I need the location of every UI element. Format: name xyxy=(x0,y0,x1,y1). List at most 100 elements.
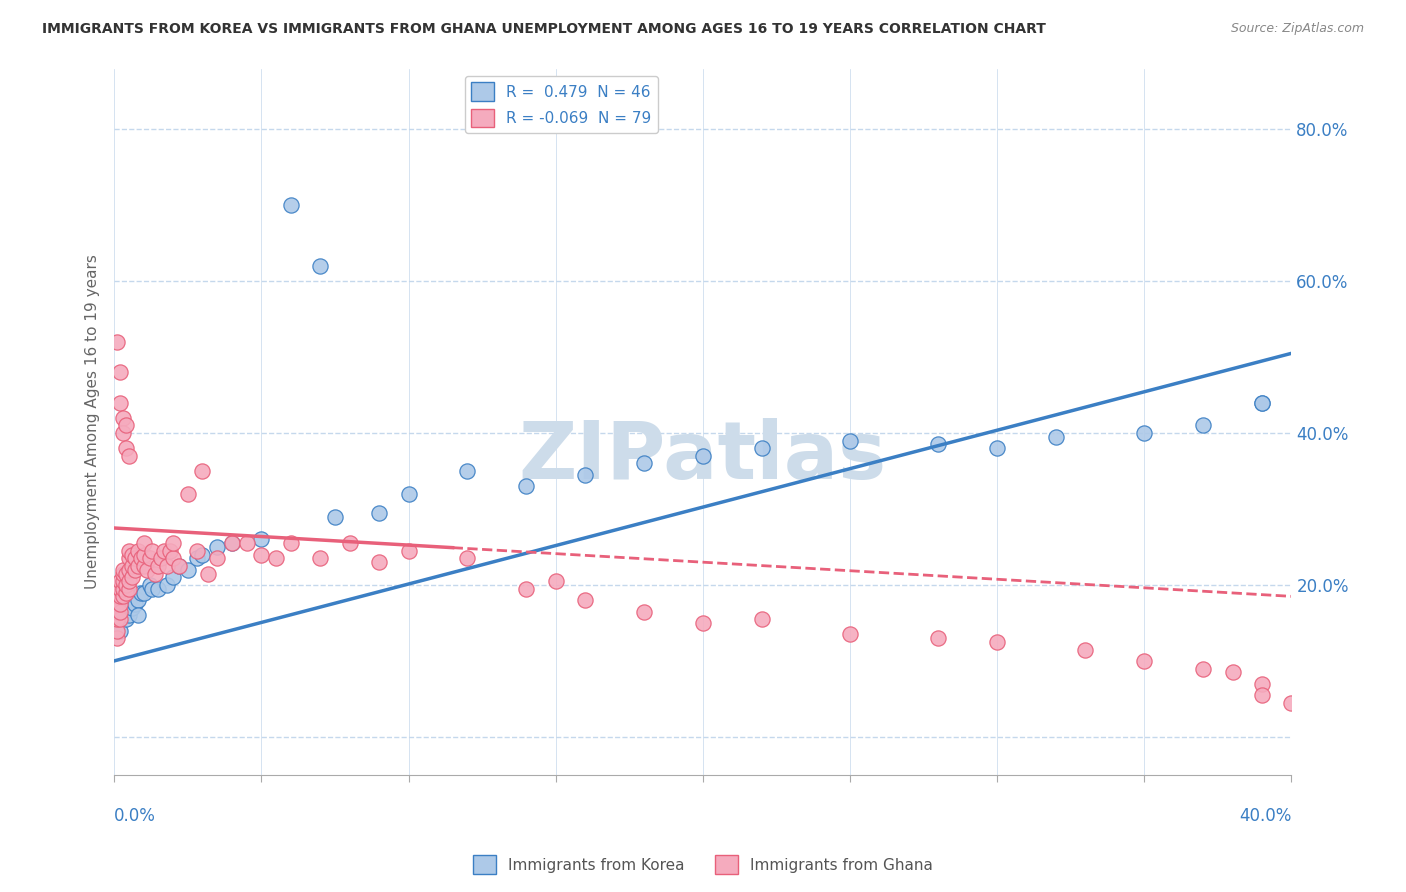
Point xyxy=(118,543,141,558)
Point xyxy=(150,551,173,566)
Point xyxy=(692,615,714,630)
Point xyxy=(186,543,208,558)
Legend: R =  0.479  N = 46, R = -0.069  N = 79: R = 0.479 N = 46, R = -0.069 N = 79 xyxy=(465,76,658,133)
Point xyxy=(309,551,332,566)
Point xyxy=(127,543,149,558)
Point xyxy=(115,578,138,592)
Point xyxy=(574,467,596,482)
Point xyxy=(162,551,184,566)
Point xyxy=(515,582,537,596)
Point xyxy=(135,563,157,577)
Point xyxy=(633,605,655,619)
Point xyxy=(138,578,160,592)
Point xyxy=(118,551,141,566)
Point xyxy=(398,543,420,558)
Point xyxy=(205,551,228,566)
Point xyxy=(398,487,420,501)
Point xyxy=(141,582,163,596)
Point xyxy=(105,624,128,638)
Point xyxy=(456,551,478,566)
Point xyxy=(148,559,170,574)
Point xyxy=(138,551,160,566)
Point xyxy=(221,536,243,550)
Point xyxy=(191,464,214,478)
Point xyxy=(127,559,149,574)
Point xyxy=(111,410,134,425)
Point xyxy=(111,582,134,596)
Point xyxy=(132,585,155,599)
Text: IMMIGRANTS FROM KOREA VS IMMIGRANTS FROM GHANA UNEMPLOYMENT AMONG AGES 16 TO 19 : IMMIGRANTS FROM KOREA VS IMMIGRANTS FROM… xyxy=(42,22,1046,37)
Text: 0.0%: 0.0% xyxy=(114,806,156,825)
Point xyxy=(105,612,128,626)
Point xyxy=(159,543,181,558)
Point xyxy=(191,548,214,562)
Point xyxy=(121,548,143,562)
Point xyxy=(1045,430,1067,444)
Point xyxy=(156,559,179,574)
Point xyxy=(1251,676,1274,690)
Point xyxy=(751,612,773,626)
Point xyxy=(162,570,184,584)
Point xyxy=(115,442,138,456)
Point xyxy=(839,627,862,641)
Text: ZIPatlas: ZIPatlas xyxy=(519,418,887,496)
Point xyxy=(1133,426,1156,441)
Point xyxy=(105,631,128,645)
Point xyxy=(118,563,141,577)
Point xyxy=(1074,642,1097,657)
Y-axis label: Unemployment Among Ages 16 to 19 years: Unemployment Among Ages 16 to 19 years xyxy=(86,254,100,589)
Point xyxy=(153,543,176,558)
Point xyxy=(280,536,302,550)
Point xyxy=(108,574,131,589)
Point xyxy=(167,559,190,574)
Point xyxy=(1192,418,1215,433)
Point xyxy=(186,551,208,566)
Point xyxy=(105,612,128,626)
Point xyxy=(118,449,141,463)
Point xyxy=(118,608,141,623)
Point xyxy=(986,442,1008,456)
Point xyxy=(264,551,287,566)
Point xyxy=(1133,654,1156,668)
Point xyxy=(108,624,131,638)
Point xyxy=(115,418,138,433)
Point xyxy=(927,437,949,451)
Point xyxy=(105,605,128,619)
Point xyxy=(132,559,155,574)
Point xyxy=(127,608,149,623)
Point xyxy=(456,464,478,478)
Point xyxy=(132,536,155,550)
Point xyxy=(111,608,134,623)
Point xyxy=(323,509,346,524)
Point xyxy=(927,631,949,645)
Point xyxy=(1192,661,1215,675)
Point xyxy=(1251,395,1274,409)
Point xyxy=(115,566,138,581)
Point xyxy=(105,597,128,611)
Point xyxy=(111,426,134,441)
Point xyxy=(145,566,167,581)
Point xyxy=(368,506,391,520)
Point xyxy=(108,612,131,626)
Point xyxy=(108,605,131,619)
Point xyxy=(105,334,128,349)
Point xyxy=(111,590,134,604)
Point xyxy=(118,593,141,607)
Point xyxy=(250,533,273,547)
Point xyxy=(108,365,131,379)
Point xyxy=(121,570,143,584)
Point xyxy=(1251,395,1274,409)
Point xyxy=(177,563,200,577)
Point xyxy=(115,597,138,611)
Point xyxy=(515,479,537,493)
Point xyxy=(280,198,302,212)
Point xyxy=(132,548,155,562)
Point xyxy=(108,605,131,619)
Point xyxy=(162,536,184,550)
Point xyxy=(156,578,179,592)
Point xyxy=(574,593,596,607)
Point xyxy=(197,566,219,581)
Point xyxy=(108,597,131,611)
Point xyxy=(108,590,131,604)
Text: 40.0%: 40.0% xyxy=(1239,806,1292,825)
